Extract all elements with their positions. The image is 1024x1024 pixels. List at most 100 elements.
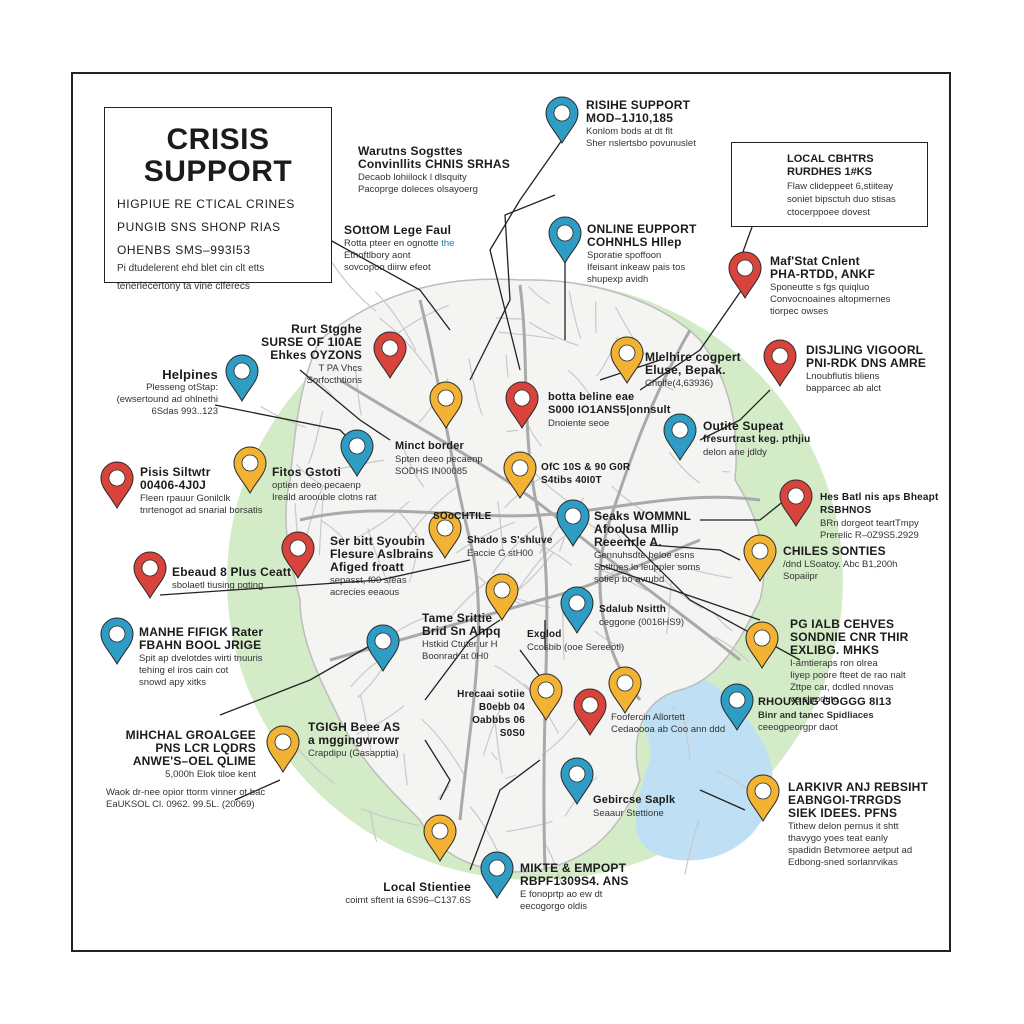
label-fitos[interactable]: Fitos Gstoti optien deeo pecaenp Ireald … <box>272 466 377 504</box>
label-larkivr[interactable]: LARKIVR ANJ REBSIHT EABNGOI-TRRGDS SIEK … <box>788 781 928 869</box>
map-pin-orange[interactable] <box>745 621 779 670</box>
label-distinc[interactable]: DISJLING VIGOORL PNI-RDK DNS AMRE Lnoubf… <box>806 344 926 395</box>
label-outite-support[interactable]: Outite Supeat fresurtrast keg. pthjiu de… <box>703 420 810 459</box>
map-pin-orange[interactable] <box>428 511 462 560</box>
map-pin-orange[interactable] <box>529 673 563 722</box>
label-manhe[interactable]: MANHE FIFIGK Rater FBAHN BOOL JRIGE Spit… <box>139 626 263 689</box>
label-tgigh[interactable]: TGIGH Beee AS a mggingwrowr Crapdipu (Ga… <box>308 721 400 760</box>
label-title: Minct border <box>395 440 465 452</box>
label-botta[interactable]: botta beline eae S000 IO1ANS5|onnsult Dn… <box>548 391 671 429</box>
label-desc: Sponeutte s fgs quiqluo <box>770 282 870 293</box>
label-desc-2: Pacoprge doleces olsayoerg <box>358 184 478 195</box>
label-mafstat[interactable]: Maf'Stat Cnlent PHA-RTDD, ANKF Sponeutte… <box>770 255 890 318</box>
label-shado[interactable]: Shado s S'shluve Eaccie G stH00 <box>467 534 553 559</box>
label-desc-2: eecogorgo oldis <box>520 901 588 912</box>
map-pin-orange[interactable] <box>429 381 463 430</box>
map-pin-red[interactable] <box>100 461 134 510</box>
label-helpines[interactable]: Helpines Plesseng otStap: (ewsertound ad… <box>90 368 218 417</box>
label-desc-3: sovcopoo diirw efeot <box>344 262 431 273</box>
map-pin-orange[interactable] <box>423 814 457 863</box>
label-warutns[interactable]: Warutns Sogsttes Convinllits CHNIS SRHAS… <box>358 145 510 196</box>
street <box>356 705 405 735</box>
label-tame-srittie[interactable]: Tame Srittie Brid Sn Ahpq Hstkid Ctuter … <box>422 611 501 663</box>
label-rhouxing[interactable]: RHOUXING GOGGG 8I13 Binr and tanec Spidl… <box>758 696 891 733</box>
map-pin-blue[interactable] <box>556 499 590 548</box>
map-pin-red[interactable] <box>505 381 539 430</box>
pin-center <box>141 559 159 577</box>
map-pin-blue[interactable] <box>225 354 259 403</box>
map-pin-orange[interactable] <box>266 725 300 774</box>
map-pin-red[interactable] <box>373 331 407 380</box>
label-desc-2: tehing el iros cain cot <box>139 665 229 676</box>
map-pin-red[interactable] <box>779 479 813 528</box>
map-pin-red[interactable] <box>763 339 797 388</box>
label-online-support[interactable]: ONLINE EUPPORT COHNHLS Hllep Sporatie sp… <box>587 223 696 286</box>
label-sottom[interactable]: SOttOM Lege Faul Rotta pteer en ognotte … <box>344 224 454 274</box>
label-desc: Dnoiente seoe <box>548 418 610 429</box>
label-sdalub[interactable]: Sdalub Nsitth ceggone (0016HS9) <box>599 603 684 628</box>
label-title-2: S4tibs 40I0T <box>541 475 602 486</box>
map-pin-orange[interactable] <box>233 446 267 495</box>
map-pin-red[interactable] <box>573 688 607 737</box>
label-serbit[interactable]: Ser bitt Syoubin Flesure Aslbrains Afige… <box>330 535 434 599</box>
label-hrecaai[interactable]: Hrecaai sotiie B0ebb 04 Oabbbs 06 S0S0 <box>455 688 525 740</box>
label-foolsman[interactable]: Foofercin Allortett Cedaoooa ab Coo ann … <box>611 711 725 735</box>
label-title: MIKTE & EMPOPT <box>520 861 627 875</box>
label-mihchal[interactable]: MIHCHAL GROALGEE PNS LCR LQDRS ANWE'S–OE… <box>108 729 256 781</box>
map-pin-orange[interactable] <box>608 666 642 715</box>
label-soothle[interactable]: SOoCHTILE <box>433 510 491 523</box>
map-pin-blue[interactable] <box>663 413 697 462</box>
label-rishe-support[interactable]: RISIHE SUPPORT MOD–1J10,185 Konlom bods … <box>586 99 696 150</box>
map-pin-blue[interactable] <box>720 683 754 732</box>
map-pin-orange[interactable] <box>746 774 780 823</box>
pin-center <box>381 339 399 357</box>
title-desc-2: tenerlecertony ta vine clferecs <box>117 281 250 292</box>
pin-center <box>771 347 789 365</box>
label-gebircse[interactable]: Gebircse Saplk Seaaur Stettione <box>593 794 675 819</box>
label-ebeaud[interactable]: Ebeaud 8 Plus Ceatt sbolaetl tiusing pgt… <box>172 565 292 592</box>
map-pin-orange[interactable] <box>485 573 519 622</box>
label-title-2: RBPF1309S4. ANS <box>520 874 629 888</box>
title-subline-2: PUNGIB SNS SHONP RIAS <box>117 220 281 234</box>
map-pin-red[interactable] <box>728 251 762 300</box>
map-pin-blue[interactable] <box>100 617 134 666</box>
label-title: PG IALB CEHVES <box>790 617 895 631</box>
label-minct-border[interactable]: Minct border Spten deeo pecaenp SODHS IN… <box>395 440 483 477</box>
map-pin-orange[interactable] <box>610 336 644 385</box>
map-pin-blue[interactable] <box>545 96 579 145</box>
label-title: Tame Srittie <box>422 611 493 625</box>
map-pin-orange[interactable] <box>743 534 777 583</box>
label-exglod[interactable]: Exglod Ccosbib (ooe Sereeotl) <box>527 628 624 653</box>
label-pgial[interactable]: PG IALB CEHVES SONDNIE CNR THIR EXLIBG. … <box>790 617 909 706</box>
map-pin-blue[interactable] <box>340 429 374 478</box>
label-pisis[interactable]: Pisis Siltwtr 00406-4J0J Fleen rpauur Go… <box>140 466 263 517</box>
label-mikte[interactable]: MIKTE & EMPOPT RBPF1309S4. ANS E fonoprt… <box>520 861 629 913</box>
street <box>308 410 324 464</box>
label-rurt-stgghe[interactable]: Rurt Stgghe SURSE OF 1I0AE Ehkes OYZONS … <box>250 323 362 387</box>
street <box>318 496 324 556</box>
map-pin-red[interactable] <box>281 531 315 580</box>
label-desc: Fleen rpauur Gonilclk <box>140 493 231 504</box>
pin-center <box>108 469 126 487</box>
map-pin-blue[interactable] <box>548 216 582 265</box>
map-pin-blue[interactable] <box>560 757 594 806</box>
label-melhire[interactable]: Mlelhire cogpert Eluse, Bepak. Cholfe(4,… <box>645 351 741 390</box>
map-pin-blue[interactable] <box>560 586 594 635</box>
label-seaks[interactable]: Seaks WOMMNL Afoolusa Mllip Reeenrle A. … <box>594 510 700 586</box>
map-pin-orange[interactable] <box>503 451 537 500</box>
map-pin-blue[interactable] <box>366 624 400 673</box>
local-box-title-2: RURDHES 1#KS <box>787 166 872 178</box>
label-desc: Spit ap dvelotdes wirti tnuuris <box>139 653 263 664</box>
label-title: Ebeaud 8 Plus Ceatt <box>172 565 292 579</box>
label-title-3: Reeenrle A. <box>594 535 662 549</box>
label-chlies[interactable]: CHILES SONTIES /dnd LSoatoy. Abc B1,200h… <box>783 545 897 583</box>
label-desc-3: tiorpec owses <box>770 306 829 317</box>
map-pin-red[interactable] <box>133 551 167 600</box>
local-box-desc-1: Flaw clideppeet 6,stiiteay <box>787 181 894 192</box>
pin-center <box>568 765 586 783</box>
label-title-2: COHNHLS Hllep <box>587 235 682 249</box>
label-hes[interactable]: Hes Batl nis aps Bheapt RSBHNOS BRn dorg… <box>820 491 939 541</box>
label-local-stientiee[interactable]: Local Stientiee coimt sftent ia 6S96–C13… <box>315 881 471 907</box>
map-pin-blue[interactable] <box>480 851 514 900</box>
label-ofc[interactable]: OfC 10S & 90 G0R S4tibs 40I0T <box>541 461 630 487</box>
